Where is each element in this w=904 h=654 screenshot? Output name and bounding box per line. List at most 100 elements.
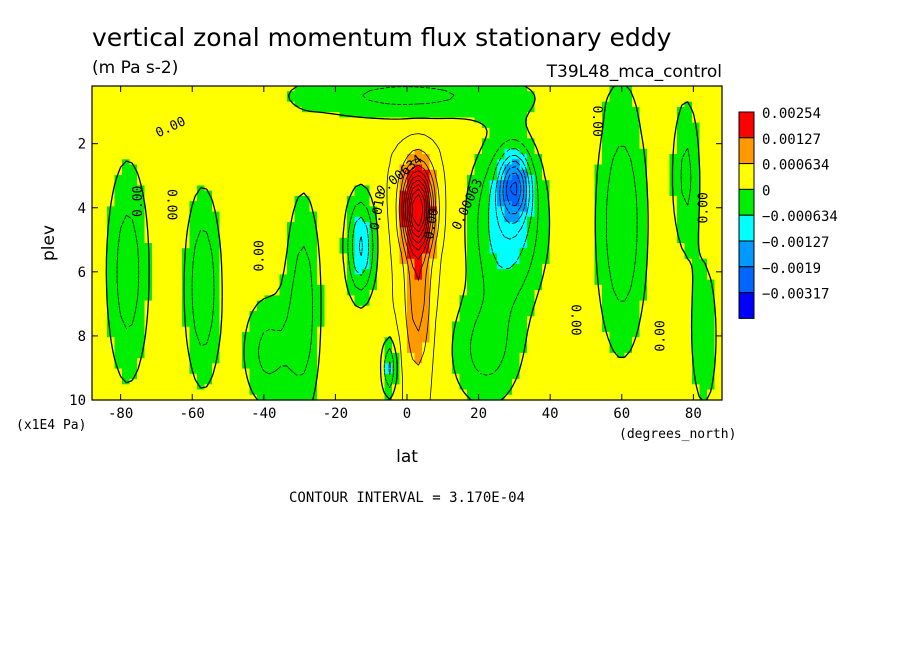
field-cell: [377, 337, 386, 344]
field-cell: [294, 300, 303, 307]
field-cell: [182, 269, 191, 275]
field-cell: [287, 143, 296, 150]
field-cell: [122, 342, 131, 349]
field-cell: [92, 101, 101, 108]
field-cell: [332, 232, 341, 239]
field-cell: [167, 290, 176, 296]
field-cell: [587, 201, 596, 207]
field-cell: [354, 258, 363, 265]
field-cell: [617, 127, 626, 134]
field-cell: [692, 206, 701, 213]
field-cell: [677, 185, 686, 192]
field-cell: [579, 258, 588, 265]
field-cell: [609, 122, 618, 129]
field-cell: [572, 222, 581, 228]
field-cell: [392, 133, 401, 139]
field-cell: [129, 384, 138, 391]
field-cell: [242, 190, 251, 197]
field-cell: [309, 295, 318, 302]
field-cell: [354, 311, 363, 317]
field-cell: [617, 389, 626, 396]
field-cell: [332, 274, 341, 281]
field-cell: [122, 274, 131, 281]
field-cell: [564, 106, 573, 113]
field-cell: [272, 384, 281, 391]
field-cell: [489, 331, 498, 338]
field-cell: [99, 190, 108, 197]
field-cell: [534, 258, 543, 265]
field-cell: [347, 300, 356, 307]
field-cell: [347, 394, 356, 401]
field-cell: [152, 243, 161, 249]
field-cell: [264, 389, 273, 396]
field-cell: [579, 164, 588, 171]
field-cell: [332, 112, 341, 118]
field-cell: [377, 143, 386, 150]
field-cell: [407, 269, 416, 275]
field-cell: [677, 127, 686, 134]
field-cell: [347, 331, 356, 338]
field-cell: [519, 248, 528, 255]
field-cell: [339, 138, 348, 145]
field-cell: [354, 326, 363, 333]
field-cell: [279, 206, 288, 213]
field-cell: [489, 106, 498, 113]
field-cell: [467, 185, 476, 192]
field-cell: [182, 295, 191, 302]
field-cell: [182, 300, 191, 307]
field-cell: [549, 211, 558, 218]
field-cell: [714, 112, 723, 118]
field-cell: [159, 379, 168, 385]
field-cell: [407, 394, 416, 401]
field-cell: [294, 379, 303, 385]
field-cell: [234, 86, 243, 92]
field-cell: [662, 253, 671, 260]
field-cell: [309, 164, 318, 171]
field-cell: [197, 394, 206, 401]
field-cell: [594, 127, 603, 134]
field-cell: [392, 148, 401, 155]
field-cell: [482, 368, 491, 375]
field-cell: [332, 368, 341, 375]
field-cell: [549, 180, 558, 187]
field-cell: [467, 101, 476, 108]
field-cell: [437, 143, 446, 150]
field-cell: [444, 174, 453, 181]
field-cell: [92, 284, 101, 291]
field-cell: [684, 300, 693, 307]
field-cell: [257, 86, 266, 92]
field-cell: [287, 174, 296, 181]
field-cell: [572, 258, 581, 265]
field-cell: [129, 295, 138, 302]
field-cell: [212, 174, 221, 181]
field-cell: [174, 133, 183, 139]
field-cell: [362, 363, 371, 370]
field-cell: [557, 373, 566, 380]
field-cell: [534, 91, 543, 98]
field-cell: [99, 148, 108, 155]
field-cell: [572, 91, 581, 98]
field-cell: [362, 180, 371, 187]
field-cell: [227, 112, 236, 118]
field-cell: [482, 316, 491, 323]
field-cell: [647, 248, 656, 255]
field-cell: [144, 363, 153, 370]
field-cell: [114, 91, 123, 98]
field-cell: [587, 143, 596, 150]
field-cell: [354, 86, 363, 92]
field-cell: [459, 384, 468, 391]
field-cell: [107, 133, 116, 139]
field-cell: [99, 311, 108, 317]
field-cell: [294, 206, 303, 213]
field-cell: [264, 347, 273, 354]
field-cell: [294, 394, 303, 401]
field-cell: [159, 133, 168, 139]
field-cell: [99, 143, 108, 150]
field-cell: [189, 180, 198, 187]
field-cell: [422, 138, 431, 145]
field-cell: [632, 232, 641, 239]
field-cell: [182, 154, 191, 160]
field-cell: [174, 138, 183, 145]
field-cell: [542, 253, 551, 260]
field-cell: [452, 91, 461, 98]
